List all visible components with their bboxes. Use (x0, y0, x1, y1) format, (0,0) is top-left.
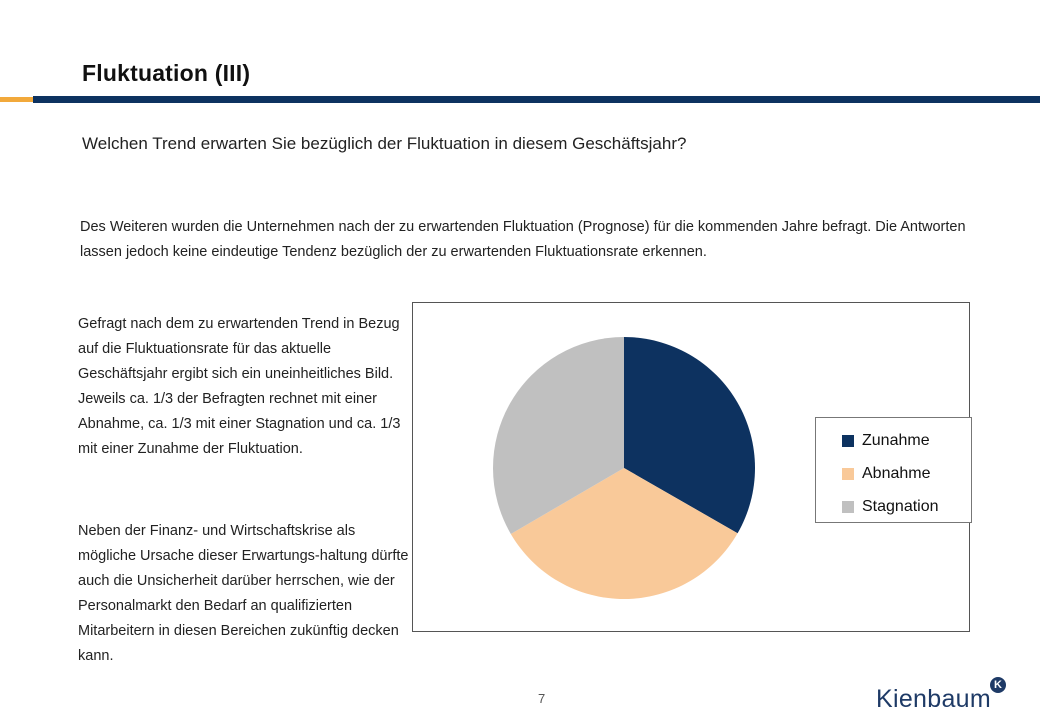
chart-legend: Zunahme Abnahme Stagnation (815, 417, 972, 523)
legend-item-abnahme: Abnahme (816, 457, 971, 490)
header-accent-bar (0, 97, 33, 102)
left-paragraph-2: Neben der Finanz- und Wirtschaftskrise a… (78, 523, 409, 664)
kienbaum-logo: Kienbaum K (876, 675, 1011, 715)
legend-swatch-abnahme (842, 467, 854, 480)
pie-slice-stagnation (493, 337, 624, 534)
header-rule (33, 96, 1040, 103)
legend-swatch-stagnation (842, 500, 854, 513)
left-paragraph-1: Gefragt nach dem zu erwartenden Trend in… (78, 316, 401, 457)
legend-label-zunahme: Zunahme (862, 431, 930, 449)
logo-badge-icon: K (990, 677, 1006, 693)
pie-slice-zunahme (624, 337, 756, 534)
legend-item-stagnation: Stagnation (816, 490, 971, 523)
pie-chart (493, 337, 756, 599)
legend-label-stagnation: Stagnation (862, 497, 939, 515)
intro-paragraph: Des Weiteren wurden die Unternehmen nach… (80, 219, 966, 260)
legend-label-abnahme: Abnahme (862, 464, 931, 482)
legend-item-zunahme: Zunahme (816, 424, 971, 457)
logo-wordmark: Kienbaum (876, 685, 991, 713)
pie-chart-frame: Zunahme Abnahme Stagnation (412, 302, 972, 632)
page-title: Fluktuation (III) (82, 60, 251, 86)
question-subtitle: Welchen Trend erwarten Sie bezüglich der… (82, 134, 687, 153)
pie-slice-abnahme (510, 468, 738, 599)
page-number: 7 (538, 691, 546, 706)
legend-swatch-zunahme (842, 434, 854, 447)
